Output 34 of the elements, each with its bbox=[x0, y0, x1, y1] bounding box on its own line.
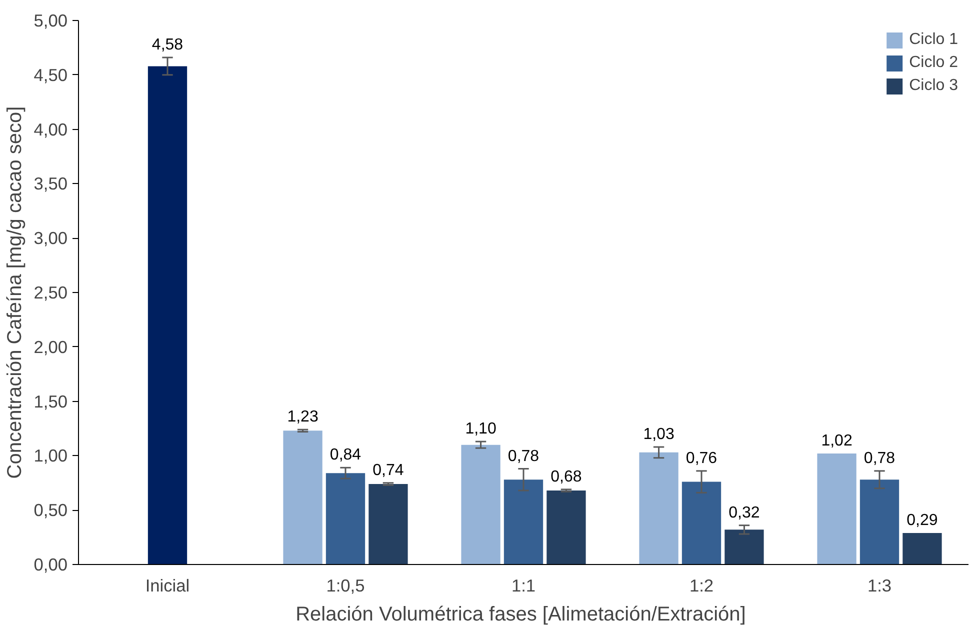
data-label: 1,02 bbox=[821, 432, 852, 450]
legend-label: Ciclo 3 bbox=[909, 77, 958, 95]
data-label: 0,74 bbox=[372, 462, 404, 479]
legend-label: Ciclo 2 bbox=[909, 54, 958, 72]
y-tick-label: 1,50 bbox=[34, 391, 68, 412]
data-label: 0,78 bbox=[508, 448, 540, 465]
data-label: 1,03 bbox=[643, 426, 674, 443]
y-axis-title: Concentración Cafeína [mg/g cacao seco] bbox=[4, 106, 26, 479]
data-label: 0,29 bbox=[906, 512, 938, 529]
y-tick-label: 0,00 bbox=[34, 554, 68, 574]
x-tick-label: 1:3 bbox=[867, 576, 892, 596]
data-label: 0,76 bbox=[686, 450, 718, 467]
legend-label: Ciclo 1 bbox=[909, 31, 958, 49]
y-tick-label: 3,50 bbox=[34, 174, 68, 194]
y-tick-label: 2,50 bbox=[34, 282, 68, 302]
data-label: 0,68 bbox=[550, 468, 582, 486]
data-label: 1,10 bbox=[465, 420, 496, 438]
data-label: 0,78 bbox=[864, 450, 896, 467]
x-tick-label: 1:2 bbox=[689, 576, 714, 596]
y-tick-label: 3,00 bbox=[34, 228, 68, 248]
y-tick-label: 0,50 bbox=[34, 500, 68, 520]
y-tick-label: 5,00 bbox=[34, 10, 68, 30]
data-label: 1,23 bbox=[287, 408, 318, 426]
x-tick-label: 1:1 bbox=[511, 576, 536, 596]
data-label: 0,84 bbox=[330, 446, 362, 464]
y-tick-label: 4,50 bbox=[34, 64, 68, 85]
y-tick-label: 2,00 bbox=[34, 336, 68, 357]
x-axis-title: Relación Volumétrica fases [Alimetación/Extración] bbox=[296, 604, 746, 626]
data-label: 4,58 bbox=[152, 36, 184, 54]
data-label: 0,32 bbox=[728, 504, 760, 522]
y-tick-label: 4,00 bbox=[34, 119, 68, 140]
x-tick-label: Inicial bbox=[145, 576, 190, 596]
x-tick-label: 1:0,5 bbox=[326, 576, 365, 596]
y-tick-label: 1,00 bbox=[34, 446, 68, 466]
